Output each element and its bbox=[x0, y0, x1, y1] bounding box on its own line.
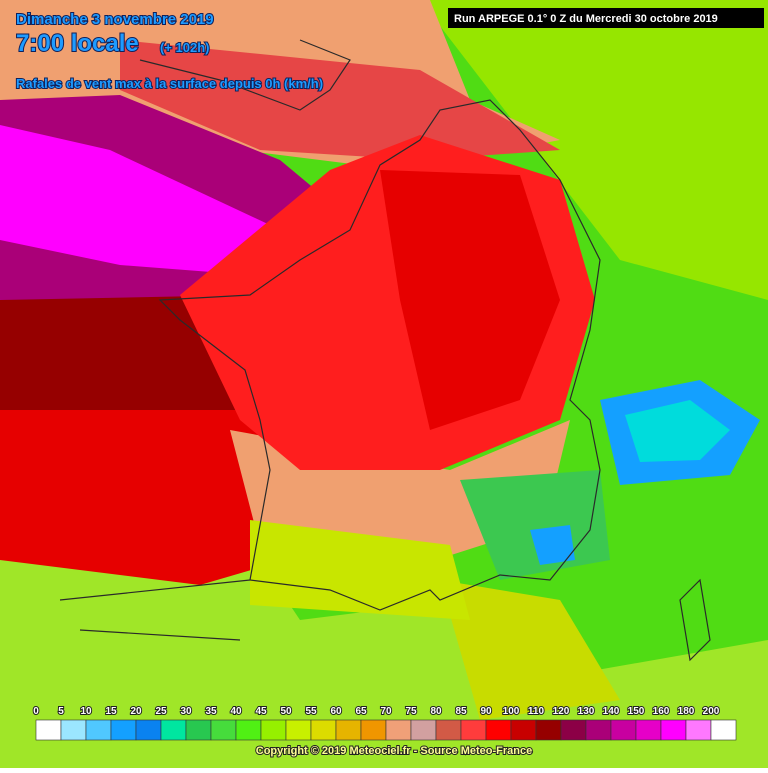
legend-swatch bbox=[235, 719, 262, 741]
legend-swatch bbox=[435, 719, 462, 741]
legend-swatch bbox=[60, 719, 87, 741]
legend-swatch bbox=[310, 719, 337, 741]
legend-swatch bbox=[35, 719, 62, 741]
field-storm-core bbox=[0, 125, 270, 275]
legend-swatch bbox=[360, 719, 387, 741]
field-south bbox=[0, 560, 768, 768]
field-france-east bbox=[380, 170, 560, 430]
date: Dimanche 3 novembre 2019 bbox=[16, 11, 214, 28]
legend-swatch bbox=[660, 719, 687, 741]
legend-label: 65 bbox=[355, 706, 367, 717]
legend-swatch bbox=[160, 719, 187, 741]
field-alps-core bbox=[625, 400, 730, 462]
field-sea bbox=[440, 580, 620, 720]
coastline-england bbox=[139, 39, 351, 111]
coastline-spain bbox=[59, 579, 251, 641]
legend-swatch bbox=[710, 719, 737, 741]
legend-label: 150 bbox=[628, 706, 645, 717]
legend-swatch bbox=[535, 719, 562, 741]
legend-label: 100 bbox=[503, 706, 520, 717]
legend-label: 160 bbox=[653, 706, 670, 717]
legend-swatch bbox=[210, 719, 237, 741]
legend-label: 90 bbox=[480, 706, 492, 717]
legend-label: 15 bbox=[105, 706, 117, 717]
legend-label: 40 bbox=[230, 706, 242, 717]
legend-swatch bbox=[510, 719, 537, 741]
legend-label: 35 bbox=[205, 706, 217, 717]
legend-swatch bbox=[410, 719, 437, 741]
legend: 0 5 10 15 20 25 30 35 40 45 50 55 60 65 70 75 80 85 90 100 1… bbox=[32, 705, 737, 741]
legend-label: 55 bbox=[305, 706, 317, 717]
run-box bbox=[448, 8, 764, 28]
coastline-france bbox=[158, 99, 601, 611]
field-atlantic-south bbox=[0, 410, 285, 585]
legend-swatch bbox=[460, 719, 487, 741]
legend-swatch bbox=[585, 719, 612, 741]
legend-swatch bbox=[560, 719, 587, 741]
legend-swatch bbox=[260, 719, 287, 741]
legend-swatch bbox=[135, 719, 162, 741]
legend-swatch bbox=[85, 719, 112, 741]
lead-time: (+ 102h) bbox=[160, 40, 210, 55]
subtitle: Rafales de vent max à la surface depuis … bbox=[16, 76, 323, 91]
legend-label: 180 bbox=[678, 706, 695, 717]
legend-swatch bbox=[285, 719, 312, 741]
copyright: Copyright © 2019 Meteociel.fr - Source M… bbox=[256, 745, 532, 757]
legend-label: 25 bbox=[155, 706, 167, 717]
legend-label: 20 bbox=[130, 706, 142, 717]
legend-label: 5 bbox=[58, 706, 64, 717]
legend-label: 120 bbox=[553, 706, 570, 717]
legend-label: 70 bbox=[380, 706, 392, 717]
legend-label: 80 bbox=[430, 706, 442, 717]
legend-swatch bbox=[335, 719, 362, 741]
legend-label: 60 bbox=[330, 706, 342, 717]
field-channel bbox=[120, 40, 560, 160]
legend-label: 130 bbox=[578, 706, 595, 717]
legend-swatch bbox=[185, 719, 212, 741]
legend-swatch bbox=[685, 719, 712, 741]
legend-label: 30 bbox=[180, 706, 192, 717]
legend-label: 0 bbox=[33, 706, 39, 717]
coastline-corsica bbox=[679, 578, 711, 662]
field-southwest bbox=[250, 520, 470, 620]
legend-label: 10 bbox=[80, 706, 92, 717]
legend-label: 50 bbox=[280, 706, 292, 717]
field-northeast bbox=[420, 0, 768, 300]
legend-swatch bbox=[485, 719, 512, 741]
run-info: Run ARPEGE 0.1° 0 Z du Mercredi 30 octob… bbox=[454, 13, 718, 25]
legend-swatch bbox=[385, 719, 412, 741]
legend-label: 200 bbox=[703, 706, 720, 717]
legend-label: 45 bbox=[255, 706, 267, 717]
legend-swatch bbox=[610, 719, 637, 741]
legend-label: 75 bbox=[405, 706, 417, 717]
field-alps-pocket bbox=[530, 525, 575, 565]
time: 7:00 locale bbox=[16, 30, 139, 57]
legend-label: 110 bbox=[528, 706, 545, 717]
legend-label: 85 bbox=[455, 706, 467, 717]
legend-swatch bbox=[110, 719, 137, 741]
legend-label: 140 bbox=[603, 706, 620, 717]
legend-swatch bbox=[635, 719, 662, 741]
